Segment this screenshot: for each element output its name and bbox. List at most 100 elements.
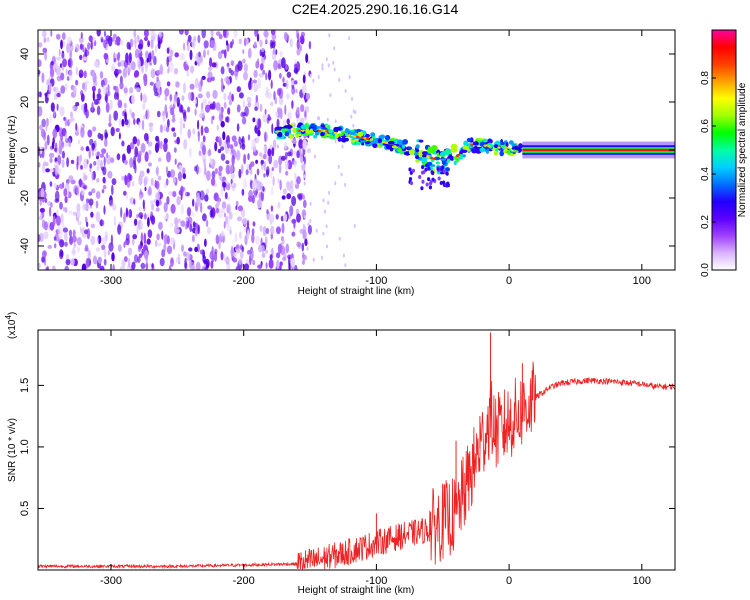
noise-blob	[138, 194, 143, 201]
noise-blob	[179, 52, 185, 61]
noise-blob	[252, 79, 257, 84]
noise-blob	[217, 210, 223, 219]
noise-blob	[175, 81, 180, 88]
noise-speck	[314, 154, 316, 159]
noise-blob	[225, 116, 229, 123]
noise-blob	[143, 73, 148, 82]
noise-blob	[201, 30, 206, 39]
noise-blob	[252, 259, 256, 266]
noise-blob	[41, 256, 45, 263]
noise-blob	[81, 263, 87, 270]
noise-blob	[171, 127, 176, 132]
signal-blob	[340, 131, 346, 134]
noise-blob	[189, 223, 193, 232]
colorbar-tick-label: 0.8	[700, 71, 711, 85]
noise-blob	[275, 112, 279, 117]
noise-blob	[198, 51, 201, 58]
noise-blob	[243, 63, 248, 73]
noise-blob	[39, 153, 42, 158]
noise-blob	[64, 231, 68, 242]
noise-blob	[164, 88, 170, 97]
signal-dip-blob	[421, 165, 425, 170]
noise-blob	[252, 180, 257, 191]
noise-blob	[88, 191, 93, 196]
noise-blob	[197, 131, 200, 143]
signal-dip-blob	[424, 167, 428, 172]
noise-blob	[204, 165, 207, 176]
noise-blob	[176, 136, 180, 145]
noise-blob	[209, 157, 213, 165]
noise-blob	[269, 101, 274, 107]
signal-blob	[479, 147, 486, 153]
noise-blob	[136, 213, 139, 219]
noise-blob	[264, 131, 267, 143]
noise-blob	[299, 44, 302, 52]
noise-blob	[199, 190, 205, 201]
noise-blob	[103, 205, 106, 215]
signal-blob	[379, 134, 386, 139]
signal-core	[426, 155, 430, 158]
noise-blob	[49, 67, 55, 78]
noise-blob	[276, 259, 280, 269]
noise-blob	[177, 171, 183, 182]
noise-blob	[174, 158, 177, 165]
noise-blob	[129, 157, 134, 168]
noise-blob	[156, 69, 162, 75]
noise-blob	[81, 188, 85, 196]
signal-dip-blob	[408, 177, 413, 181]
noise-blob	[61, 150, 65, 159]
noise-blob	[194, 108, 197, 116]
signal-dip-blob	[409, 170, 413, 175]
noise-blob	[302, 139, 308, 150]
noise-blob	[87, 129, 93, 138]
noise-blob	[191, 234, 195, 243]
signal-blob	[310, 123, 315, 127]
noise-blob	[232, 182, 234, 187]
y-tick-label: 20	[19, 96, 31, 108]
noise-blob	[220, 81, 225, 93]
noise-blob	[68, 229, 73, 237]
noise-blob	[145, 110, 148, 120]
noise-blob	[223, 253, 226, 262]
noise-blob	[126, 65, 130, 73]
noise-blob	[247, 101, 252, 108]
noise-blob	[85, 216, 88, 223]
noise-blob	[77, 210, 81, 218]
noise-blob	[43, 231, 49, 240]
noise-speck	[322, 231, 325, 236]
noise-blob	[172, 177, 176, 184]
noise-speck	[328, 33, 331, 38]
signal-blob	[292, 127, 297, 134]
noise-blob	[79, 37, 84, 44]
noise-blob	[299, 228, 305, 234]
spectrogram-marks	[38, 30, 675, 270]
noise-blob	[60, 72, 65, 81]
noise-blob	[170, 222, 174, 228]
noise-blob	[257, 78, 261, 89]
noise-blob	[235, 205, 238, 210]
noise-blob	[64, 265, 69, 270]
noise-blob	[56, 92, 61, 98]
noise-blob	[92, 90, 95, 102]
noise-blob	[119, 39, 124, 46]
noise-blob	[140, 92, 143, 102]
signal-blob	[418, 152, 423, 158]
noise-blob	[165, 166, 169, 174]
noise-blob	[44, 197, 48, 204]
noise-speck	[321, 63, 324, 68]
signal-core	[356, 135, 360, 139]
noise-blob	[131, 94, 136, 105]
noise-blob	[72, 229, 76, 238]
noise-blob	[296, 176, 301, 185]
signal-blob	[507, 150, 511, 156]
signal-dip-blob	[418, 175, 422, 179]
noise-blob	[267, 114, 271, 119]
noise-blob	[212, 115, 215, 121]
noise-blob	[64, 241, 68, 247]
snr-frame	[37, 329, 676, 571]
noise-blob	[179, 117, 183, 127]
noise-blob	[210, 39, 215, 49]
signal-core	[347, 134, 351, 137]
noise-blob	[133, 30, 137, 38]
noise-blob	[254, 106, 258, 111]
